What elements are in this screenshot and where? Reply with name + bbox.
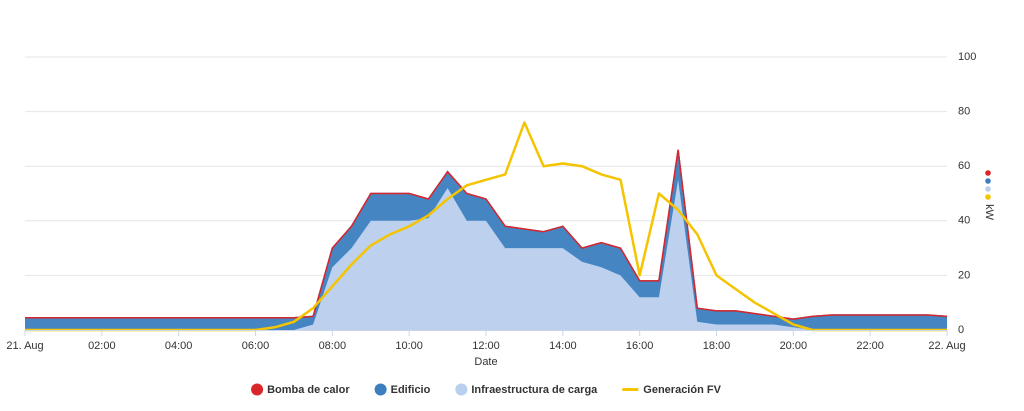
x-tick-label: 04:00 [165, 340, 193, 352]
x-tick-label: 22:00 [856, 340, 884, 352]
y-tick-label: 0 [958, 324, 964, 336]
y-tick-label: 60 [958, 160, 970, 172]
legend-label: Bomba de calor [267, 384, 350, 396]
x-tick-label: 10:00 [395, 340, 423, 352]
area-fill [25, 179, 947, 330]
plot [25, 56, 948, 332]
x-tick-label: 22. Aug [928, 340, 965, 352]
legend-item: Infraestructura de carga [455, 383, 598, 396]
x-tick-label: 08:00 [319, 340, 347, 352]
x-tick-label: 20:00 [780, 340, 808, 352]
legend-marker [622, 388, 639, 391]
legend-label: Infraestructura de carga [471, 384, 598, 396]
y-tick-label: 20 [958, 269, 970, 281]
x-axis-title: Date [474, 356, 497, 368]
x-tick-label: 14:00 [549, 340, 577, 352]
y-tick-label: 80 [958, 106, 970, 118]
x-tick-label: 21. Aug [6, 340, 43, 352]
legend: Bomba de calor Edificio Infraestructura de… [251, 383, 722, 396]
y-axis-title: kW [983, 204, 995, 221]
x-tick-label: 18:00 [703, 340, 731, 352]
axis-series-dot [985, 178, 991, 184]
y-tick-label: 40 [958, 215, 970, 227]
axis-series-dot [985, 194, 991, 200]
x-tick-label: 12:00 [472, 340, 500, 352]
legend-marker [251, 383, 264, 396]
legend-item: Edificio [374, 383, 431, 396]
legend-label: Edificio [391, 384, 431, 396]
axis-series-dot [985, 186, 991, 192]
x-tick-label: 02:00 [88, 340, 116, 352]
y-tick-label: 100 [958, 51, 976, 63]
areas [25, 149, 948, 331]
x-tick-label: 16:00 [626, 340, 654, 352]
legend-label: Generación FV [643, 384, 721, 396]
legend-item: Bomba de calor [251, 383, 350, 396]
area-line [25, 149, 948, 320]
legend-marker [455, 383, 468, 396]
legend-marker [374, 383, 387, 396]
x-tick-label: 06:00 [242, 340, 270, 352]
axis-series-dot [985, 170, 991, 176]
legend-item: Generación FV [622, 384, 722, 396]
